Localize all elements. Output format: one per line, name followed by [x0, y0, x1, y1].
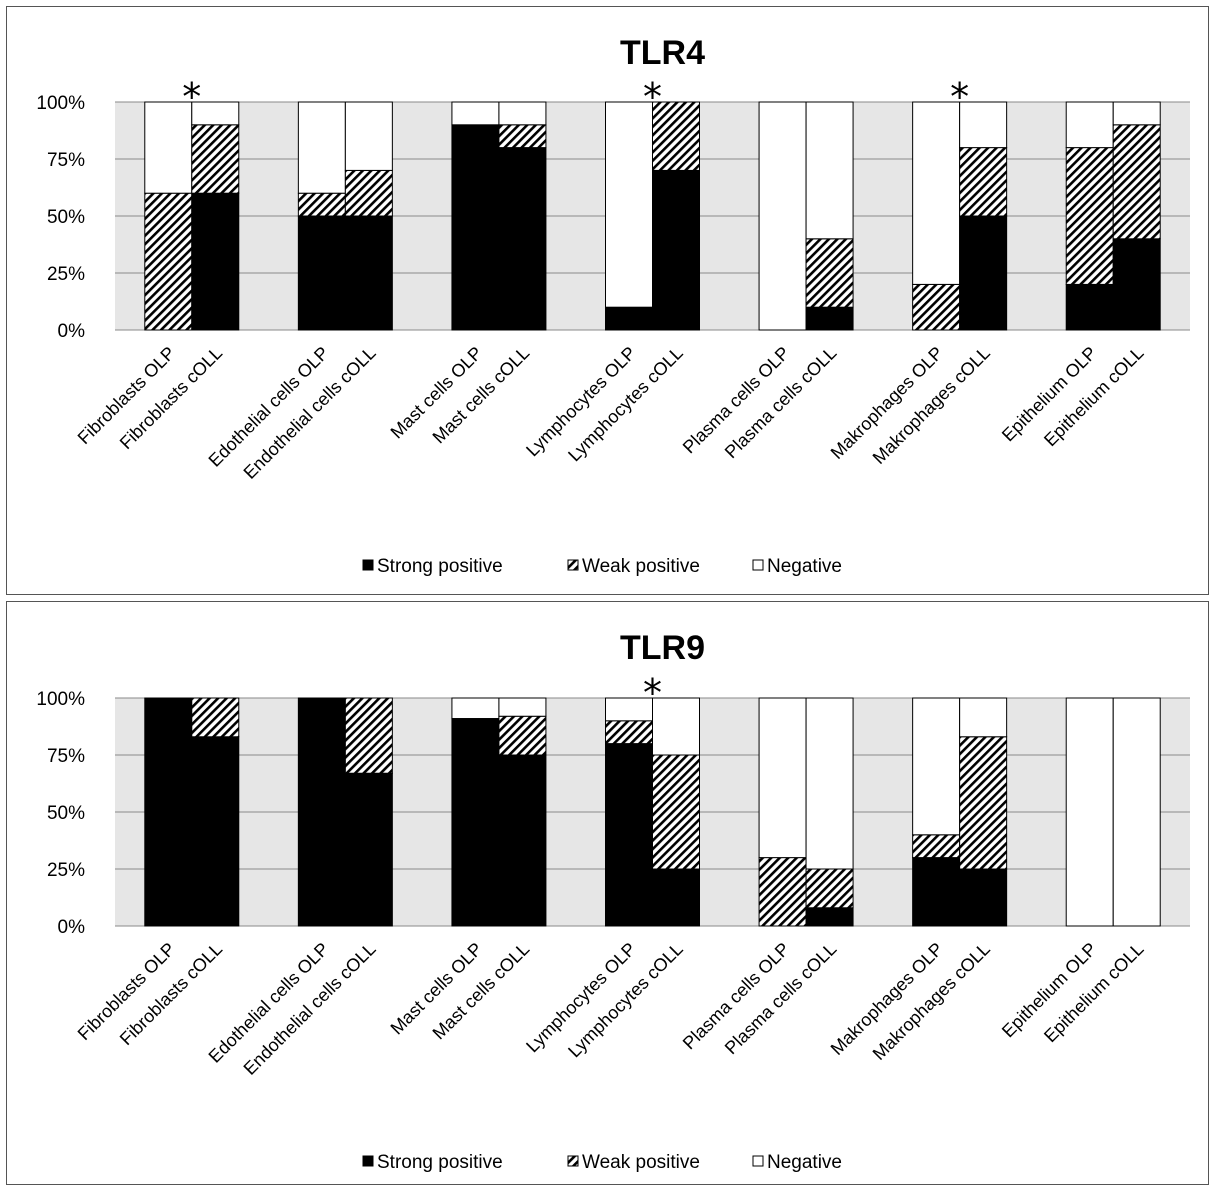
bar-negative-plasma-cells-coll: [806, 698, 853, 869]
bar-weak-positive-fibroblasts-coll: [192, 698, 239, 737]
y-tick-label: 25%: [47, 860, 85, 881]
bar-strong-positive-edothelial-cells-olp: [298, 216, 345, 330]
bar-strong-positive-edothelial-cells-olp: [298, 698, 345, 926]
bar-negative-mast-cells-coll: [499, 102, 546, 125]
significance-marker: *: [643, 671, 662, 715]
bar-strong-positive-plasma-cells-coll: [806, 307, 853, 330]
bar-strong-positive-mast-cells-olp: [452, 719, 499, 926]
bar-negative-plasma-cells-olp: [759, 102, 806, 330]
bar-strong-positive-lymphocytes-olp: [606, 307, 653, 330]
y-tick-label: 100%: [36, 689, 85, 710]
chart-title: TLR4: [620, 34, 705, 72]
bar-negative-edothelial-cells-olp: [298, 102, 345, 193]
legend-swatch-strong-positive: [363, 1156, 373, 1166]
bar-weak-positive-endothelial-cells-coll: [345, 698, 392, 773]
y-tick-label: 75%: [47, 746, 85, 767]
bar-strong-positive-endothelial-cells-coll: [345, 773, 392, 926]
y-tick-label: 50%: [47, 207, 85, 228]
y-tick-label: 25%: [47, 264, 85, 285]
bar-strong-positive-lymphocytes-olp: [606, 744, 653, 926]
bar-strong-positive-fibroblasts-coll: [192, 737, 239, 926]
bar-strong-positive-fibroblasts-coll: [192, 193, 239, 330]
legend-swatch-weak-positive: [568, 560, 578, 570]
bar-negative-mast-cells-olp: [452, 698, 499, 719]
bar-negative-makrophages-coll: [960, 698, 1007, 737]
bar-weak-positive-plasma-cells-olp: [759, 858, 806, 926]
bar-weak-positive-fibroblasts-coll: [192, 125, 239, 193]
legend-label-strong-positive: Strong positive: [377, 556, 503, 577]
bar-weak-positive-makrophages-coll: [960, 148, 1007, 216]
bar-weak-positive-lymphocytes-coll: [653, 755, 700, 869]
legend-swatch-weak-positive: [568, 1156, 578, 1166]
bar-negative-makrophages-olp: [913, 698, 960, 835]
bar-strong-positive-lymphocytes-coll: [653, 869, 700, 926]
bar-strong-positive-epithelium-coll: [1113, 239, 1160, 330]
bar-weak-positive-plasma-cells-coll: [806, 239, 853, 307]
legend-label-strong-positive: Strong positive: [377, 1152, 503, 1173]
bar-weak-positive-fibroblasts-olp: [145, 193, 192, 330]
chart-title: TLR9: [620, 629, 705, 667]
y-tick-label: 0%: [58, 917, 86, 938]
legend-label-weak-positive: Weak positive: [582, 1152, 700, 1173]
y-tick-label: 0%: [58, 321, 86, 342]
bar-strong-positive-makrophages-coll: [960, 216, 1007, 330]
bar-negative-mast-cells-olp: [452, 102, 499, 125]
bar-negative-makrophages-olp: [913, 102, 960, 284]
tlr9-chart-panel: 0% 25% 50% 75% 100% Fibroblasts OLP Fibroblast…: [6, 601, 1209, 1185]
bar-negative-epithelium-coll: [1113, 102, 1160, 125]
bar-strong-positive-makrophages-olp: [913, 858, 960, 926]
legend-swatch-negative: [753, 560, 763, 570]
bar-strong-positive-plasma-cells-coll: [806, 908, 853, 926]
legend-swatch-strong-positive: [363, 560, 373, 570]
legend-label-negative: Negative: [767, 556, 842, 577]
bar-weak-positive-epithelium-coll: [1113, 125, 1160, 239]
bar-weak-positive-epithelium-olp: [1066, 148, 1113, 285]
bar-negative-mast-cells-coll: [499, 698, 546, 716]
bar-negative-epithelium-olp: [1066, 698, 1113, 926]
bar-negative-lymphocytes-olp: [606, 102, 653, 307]
tlr4-chart-panel: 0% 25% 50% 75% 100% Fibroblasts OLP Fibroblast…: [6, 6, 1209, 595]
legend-label-negative: Negative: [767, 1152, 842, 1173]
y-tick-label: 100%: [36, 93, 85, 114]
bar-strong-positive-epithelium-olp: [1066, 284, 1113, 330]
bar-strong-positive-mast-cells-olp: [452, 125, 499, 330]
bar-weak-positive-lymphocytes-olp: [606, 721, 653, 744]
bar-negative-epithelium-olp: [1066, 102, 1113, 148]
bar-strong-positive-makrophages-coll: [960, 869, 1007, 926]
bar-weak-positive-endothelial-cells-coll: [345, 170, 392, 216]
bar-weak-positive-mast-cells-coll: [499, 125, 546, 148]
bar-strong-positive-mast-cells-coll: [499, 148, 546, 330]
significance-marker: *: [643, 75, 662, 119]
significance-marker: *: [950, 75, 969, 119]
bar-negative-plasma-cells-coll: [806, 102, 853, 239]
tlr9-chart: 0%25%50%75%100%Fibroblasts OLPFibroblast…: [7, 602, 1209, 1185]
legend-swatch-negative: [753, 1156, 763, 1166]
bar-strong-positive-fibroblasts-olp: [145, 698, 192, 926]
bar-negative-plasma-cells-olp: [759, 698, 806, 858]
tlr4-chart: 0%25%50%75%100%Fibroblasts OLPFibroblast…: [7, 7, 1209, 595]
bar-strong-positive-mast-cells-coll: [499, 755, 546, 926]
bar-weak-positive-makrophages-coll: [960, 737, 1007, 869]
y-tick-label: 50%: [47, 803, 85, 824]
bar-weak-positive-plasma-cells-coll: [806, 869, 853, 908]
bar-negative-epithelium-coll: [1113, 698, 1160, 926]
bar-weak-positive-makrophages-olp: [913, 835, 960, 858]
bar-strong-positive-lymphocytes-coll: [653, 170, 700, 330]
bar-weak-positive-makrophages-olp: [913, 284, 960, 330]
y-tick-label: 75%: [47, 150, 85, 171]
bar-weak-positive-edothelial-cells-olp: [298, 193, 345, 216]
legend-label-weak-positive: Weak positive: [582, 556, 700, 577]
bar-negative-endothelial-cells-coll: [345, 102, 392, 170]
significance-marker: *: [182, 75, 201, 119]
bar-strong-positive-endothelial-cells-coll: [345, 216, 392, 330]
bar-weak-positive-mast-cells-coll: [499, 716, 546, 755]
